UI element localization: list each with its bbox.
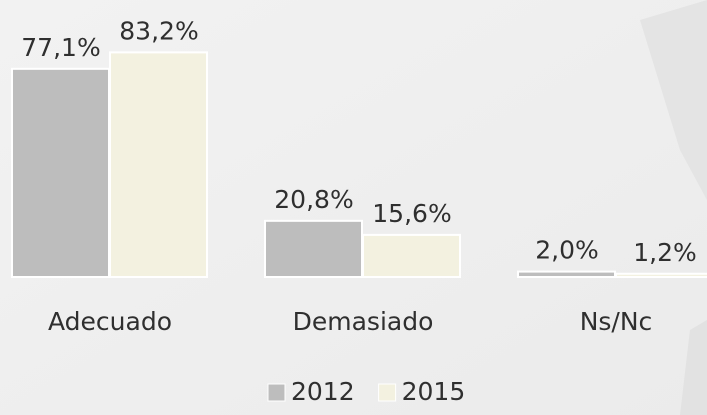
bar [615,272,707,279]
x-tick-label: Adecuado [48,307,172,336]
value-label: 15,6% [372,199,451,228]
legend-swatch [378,383,397,402]
legend-swatch [267,383,286,402]
x-tick-label: Ns/Nc [580,307,653,336]
bar [362,233,461,279]
value-label: 77,1% [21,33,100,62]
decor [680,320,707,415]
value-label: 83,2% [119,16,198,45]
bar [109,51,208,278]
value-label: 20,8% [274,185,353,214]
x-tick-label: Demasiado [293,307,434,336]
bar [11,67,110,278]
decor [640,0,707,200]
value-label: 2,0% [535,236,599,265]
legend-label: 2015 [402,377,466,406]
bar [517,270,616,279]
value-label: 1,2% [633,238,697,267]
bar [264,219,363,278]
legend-label: 2012 [291,377,355,406]
